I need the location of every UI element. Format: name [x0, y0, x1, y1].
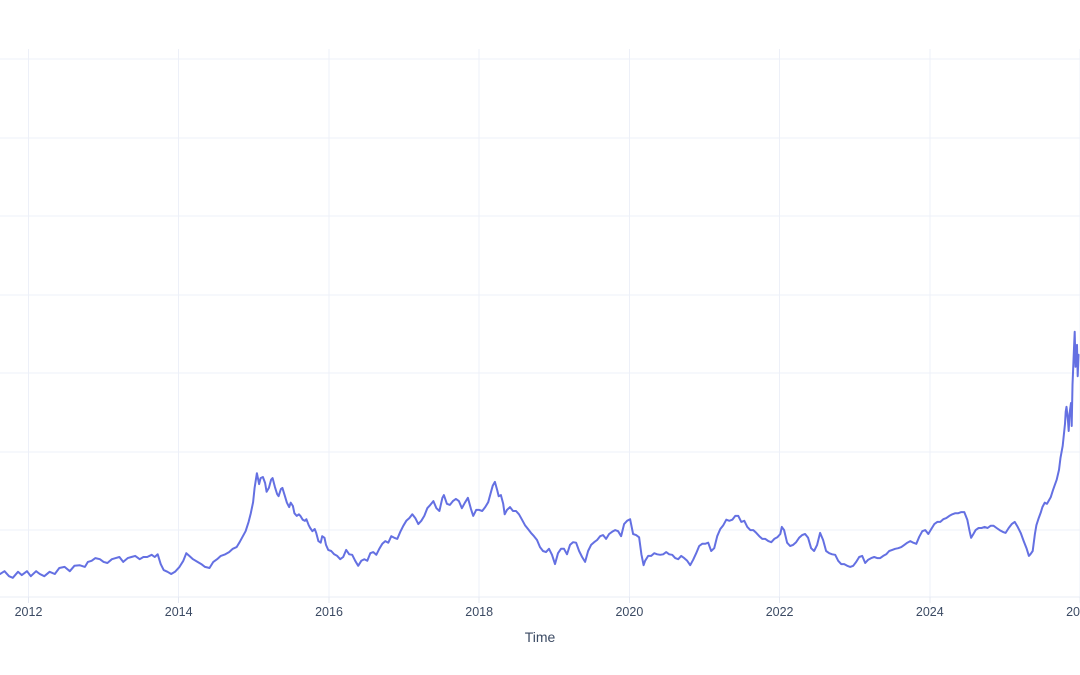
x-tick-label: 2024 [915, 605, 944, 619]
x-tick-label: 2012 [14, 605, 43, 619]
x-tick-label: 2018 [465, 605, 494, 619]
x-tick-label: 2026 [1066, 605, 1080, 619]
x-axis-tick-marks [28, 597, 1080, 603]
x-axis-title: Time [524, 629, 556, 645]
vertical-gridlines [28, 49, 1080, 597]
x-tick-label: 2022 [765, 605, 794, 619]
x-tick-label: 2014 [164, 605, 193, 619]
series-line[interactable] [0, 330, 1080, 579]
x-tick-label: 2016 [315, 605, 343, 619]
x-tick-label: 2020 [615, 605, 644, 619]
horizontal-gridlines [0, 58, 1080, 531]
